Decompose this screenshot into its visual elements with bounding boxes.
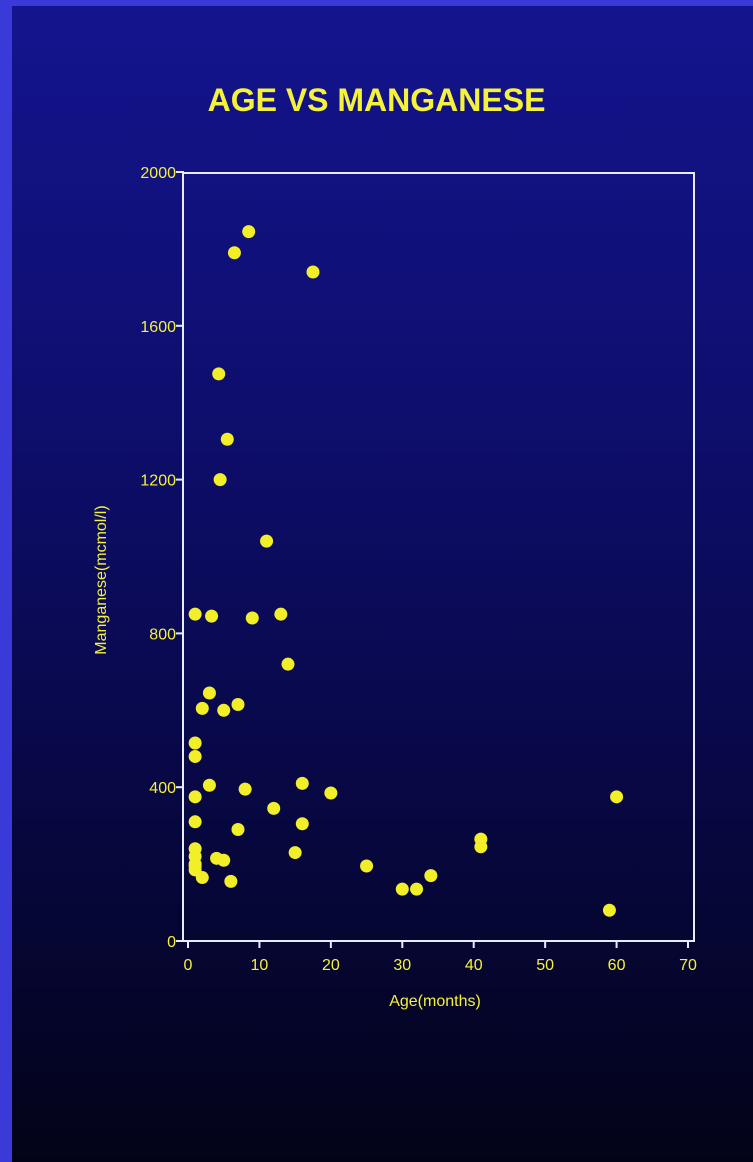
data-point bbox=[217, 703, 231, 717]
data-point bbox=[213, 473, 227, 487]
data-points bbox=[188, 225, 624, 917]
slide-background bbox=[12, 6, 753, 1162]
data-point bbox=[212, 367, 226, 381]
data-point bbox=[205, 609, 219, 623]
data-point bbox=[410, 882, 424, 896]
data-point bbox=[202, 778, 216, 792]
y-axis-ticks: 0 400 800 1200 1600 2000 bbox=[140, 165, 184, 951]
data-point bbox=[238, 782, 252, 796]
x-axis-ticks: 0 10 20 30 40 50 60 70 bbox=[184, 941, 697, 974]
y-axis-label: Manganese(mcmol/l) bbox=[93, 505, 110, 654]
y-tick-label: 400 bbox=[149, 780, 176, 797]
data-point bbox=[360, 859, 374, 873]
data-point bbox=[188, 815, 202, 829]
data-point bbox=[610, 790, 624, 804]
x-tick-label: 70 bbox=[679, 957, 697, 974]
y-tick-label: 2000 bbox=[140, 165, 176, 182]
y-tick-label: 1600 bbox=[140, 319, 176, 336]
data-point bbox=[227, 246, 241, 260]
data-point bbox=[245, 611, 259, 625]
data-point bbox=[324, 786, 338, 800]
data-point bbox=[231, 698, 245, 712]
data-point bbox=[220, 432, 234, 446]
data-point bbox=[231, 822, 245, 836]
x-tick-label: 20 bbox=[322, 957, 340, 974]
x-axis-label: Age(months) bbox=[389, 993, 481, 1010]
data-point bbox=[188, 790, 202, 804]
data-point bbox=[274, 607, 288, 621]
data-point bbox=[260, 534, 274, 548]
data-point bbox=[188, 749, 202, 763]
x-tick-label: 40 bbox=[465, 957, 483, 974]
data-point bbox=[424, 869, 438, 883]
data-point bbox=[602, 903, 616, 917]
data-point bbox=[295, 776, 309, 790]
x-tick-label: 30 bbox=[393, 957, 411, 974]
data-point bbox=[242, 225, 256, 239]
y-tick-label: 1200 bbox=[140, 473, 176, 490]
x-tick-label: 0 bbox=[184, 957, 193, 974]
data-point bbox=[288, 846, 302, 860]
y-tick-label: 0 bbox=[167, 934, 176, 951]
data-point bbox=[224, 874, 238, 888]
data-point bbox=[281, 657, 295, 671]
data-point bbox=[195, 871, 209, 885]
data-point bbox=[188, 607, 202, 621]
data-point bbox=[217, 853, 231, 867]
data-point bbox=[395, 882, 409, 896]
x-tick-label: 60 bbox=[608, 957, 626, 974]
data-point bbox=[474, 840, 488, 854]
chart-title: AGE VS MANGANESE bbox=[207, 82, 546, 118]
data-point bbox=[195, 701, 209, 715]
data-point bbox=[188, 736, 202, 750]
x-tick-label: 50 bbox=[536, 957, 554, 974]
data-point bbox=[295, 817, 309, 831]
plot-frame bbox=[182, 172, 695, 942]
data-point bbox=[306, 265, 320, 279]
y-tick-label: 800 bbox=[149, 626, 176, 643]
data-point bbox=[267, 801, 281, 815]
data-point bbox=[202, 686, 216, 700]
x-tick-label: 10 bbox=[251, 957, 269, 974]
